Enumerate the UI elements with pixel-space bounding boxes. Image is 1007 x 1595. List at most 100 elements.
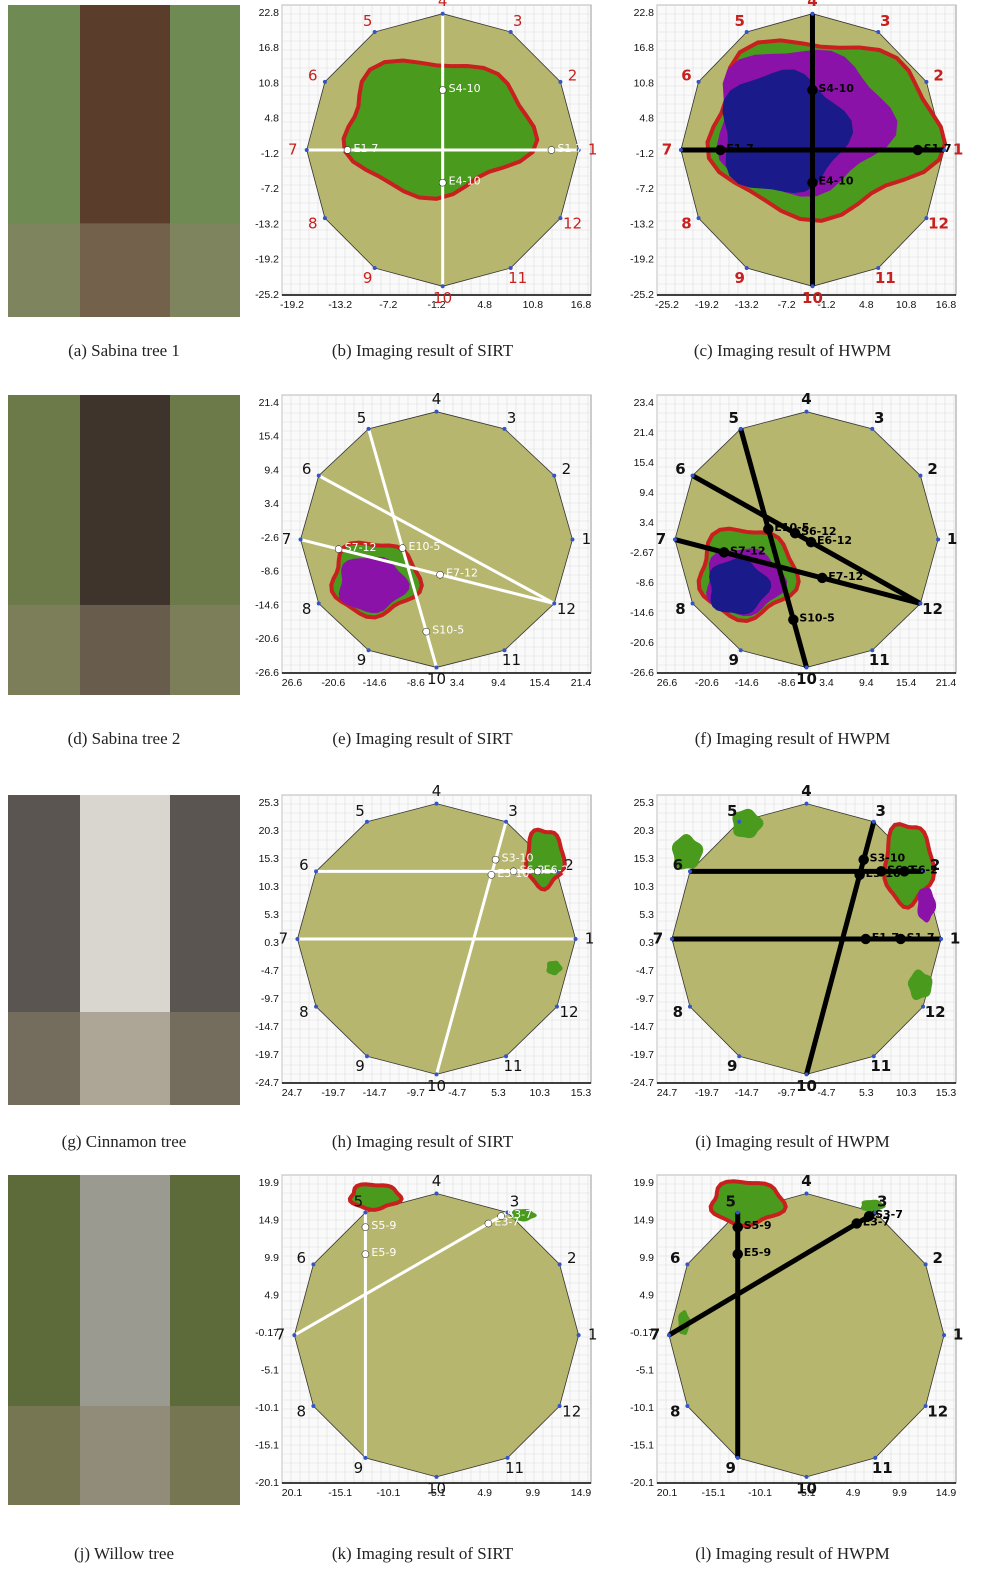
- x-tick-label: -13.2: [735, 299, 759, 311]
- y-tick-label: -26.6: [630, 667, 654, 679]
- sensor: [739, 427, 743, 431]
- x-tick-label: -15.1: [702, 1487, 726, 1499]
- sensor-label: 9: [355, 1057, 365, 1075]
- y-tick-label: -20.1: [255, 1477, 279, 1489]
- mark-label: S1-7: [557, 142, 582, 155]
- sensor-label: 1: [947, 530, 957, 548]
- sensor-label: 6: [675, 460, 685, 478]
- sensor: [314, 869, 318, 873]
- sensor: [435, 1072, 439, 1076]
- y-tick-label: -2.67: [630, 547, 654, 559]
- mark-label: S7-12: [345, 541, 377, 554]
- x-tick-label: 9.9: [892, 1487, 907, 1499]
- y-tick-label: -7.2: [261, 183, 279, 195]
- sensor: [745, 266, 749, 270]
- sensor-label: 6: [670, 1249, 680, 1267]
- sensor-label: 12: [928, 215, 949, 233]
- x-tick-label: -20.6: [321, 677, 345, 689]
- y-tick-label: 20.3: [634, 825, 655, 837]
- sensor: [435, 1191, 439, 1195]
- y-tick-label: 3.4: [264, 498, 279, 510]
- mark-label: E1-7: [354, 142, 379, 155]
- x-tick-label: -20.6: [695, 677, 719, 689]
- caption: (j) Willow tree: [74, 1544, 174, 1563]
- mark-point: [788, 615, 798, 625]
- sensor-label: 4: [438, 0, 448, 10]
- figure: (a) Sabina tree 122.816.810.84.8-1.2-7.2…: [0, 0, 1007, 1595]
- mark-point: [344, 147, 351, 154]
- sensor-label: 8: [673, 1003, 683, 1021]
- y-tick-label: 22.8: [634, 7, 655, 19]
- x-tick-label: 21.4: [571, 677, 592, 689]
- sensor: [691, 602, 695, 606]
- sensor: [558, 1262, 562, 1266]
- y-tick-label: -13.2: [255, 218, 279, 230]
- y-tick-label: -14.7: [255, 1021, 279, 1033]
- sensor-label: 8: [297, 1403, 307, 1421]
- tomogram: 25.320.315.310.35.30.3-4.7-9.7-14.7-19.7…: [255, 782, 594, 1099]
- x-tick-label: 20.1: [657, 1487, 678, 1499]
- sensor-label: 1: [953, 141, 963, 159]
- sensor: [805, 410, 809, 414]
- mark-point: [899, 866, 909, 876]
- mark-label: E4-10: [818, 175, 853, 188]
- sensor-label: 10: [433, 289, 452, 307]
- sensor: [810, 12, 814, 16]
- mark-point: [534, 868, 541, 875]
- mark-point: [733, 1222, 743, 1232]
- mark-label: E3-7: [494, 1216, 519, 1229]
- sensor-label: 6: [297, 1249, 307, 1267]
- sensor: [577, 1333, 581, 1337]
- y-tick-label: -8.6: [636, 577, 654, 589]
- y-tick-label: -10.1: [255, 1402, 279, 1414]
- x-tick-label: 15.4: [896, 677, 917, 689]
- y-tick-label: 9.4: [264, 464, 279, 476]
- tomogram: 22.816.810.84.8-1.2-7.2-13.2-19.2-25.2-2…: [630, 0, 963, 311]
- x-tick-label: -8.6: [778, 677, 796, 689]
- mark-label: E5-9: [744, 1246, 771, 1259]
- mark-label: E7-12: [828, 570, 863, 583]
- sensor: [805, 665, 809, 669]
- sensor-label: 9: [729, 651, 739, 669]
- y-tick-label: -25.2: [255, 289, 279, 301]
- mark-point: [733, 1249, 743, 1259]
- y-tick-label: -24.7: [630, 1077, 654, 1089]
- y-tick-label: -14.6: [630, 607, 654, 619]
- sensor: [311, 1404, 315, 1408]
- y-tick-label: 14.9: [634, 1214, 655, 1226]
- x-tick-label: -14.6: [735, 677, 759, 689]
- sensor-label: 10: [796, 1479, 817, 1497]
- mark-point: [913, 145, 923, 155]
- y-tick-label: -19.7: [630, 1049, 654, 1061]
- sensor: [558, 216, 562, 220]
- y-tick-label: -24.7: [255, 1077, 279, 1089]
- y-tick-label: -8.6: [261, 566, 279, 578]
- sensor-label: 2: [567, 1249, 577, 1267]
- sensor-label: 2: [933, 1249, 943, 1267]
- mark-point: [492, 856, 499, 863]
- mark-point: [335, 546, 342, 553]
- sensor-label: 7: [279, 930, 289, 948]
- mark-label: E6-12: [817, 534, 852, 547]
- caption: (e) Imaging result of SIRT: [332, 729, 513, 748]
- sensor-label: 9: [357, 651, 367, 669]
- sensor: [317, 602, 321, 606]
- sensor-label: 6: [299, 856, 309, 874]
- sensor: [363, 1456, 367, 1460]
- sensor-label: 10: [427, 1479, 446, 1497]
- x-tick-label: 4.8: [477, 299, 492, 311]
- x-tick-label: -7.2: [778, 299, 796, 311]
- y-tick-label: 25.3: [259, 797, 280, 809]
- sensor-label: 8: [308, 215, 318, 233]
- sensor-label: 3: [874, 409, 884, 427]
- y-tick-label: -2.6: [261, 532, 279, 544]
- x-tick-label: 5.3: [491, 1087, 506, 1099]
- x-tick-label: 15.4: [529, 677, 550, 689]
- sensor-label: 9: [727, 1057, 737, 1075]
- y-tick-label: -7.2: [636, 183, 654, 195]
- sensor-label: 3: [513, 12, 523, 30]
- sensor: [673, 538, 677, 542]
- sensor: [373, 30, 377, 34]
- sensor: [314, 1005, 318, 1009]
- sensor-label: 11: [872, 1459, 893, 1477]
